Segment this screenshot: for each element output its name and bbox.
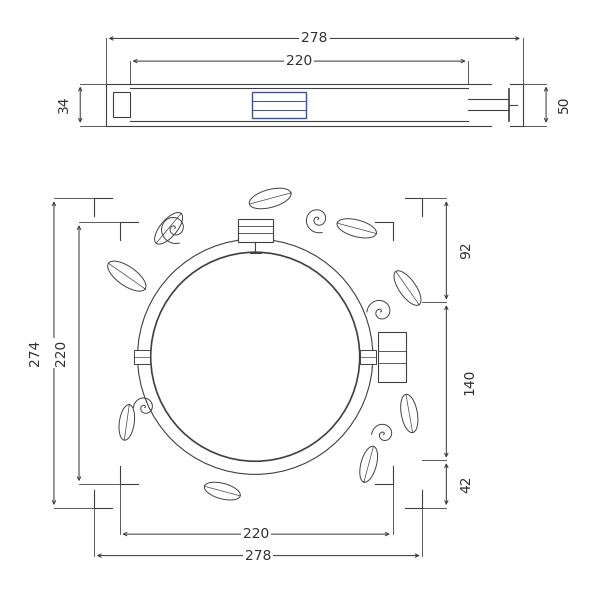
Bar xyxy=(113,92,130,117)
Bar xyxy=(377,332,406,382)
Bar xyxy=(134,350,151,364)
Text: 278: 278 xyxy=(245,548,271,563)
Bar xyxy=(252,92,306,118)
Text: 42: 42 xyxy=(459,475,473,493)
Text: 34: 34 xyxy=(57,96,71,113)
Text: 50: 50 xyxy=(557,96,571,113)
Text: 274: 274 xyxy=(28,340,42,366)
Text: 92: 92 xyxy=(459,242,473,259)
Text: 220: 220 xyxy=(54,340,68,366)
Text: 220: 220 xyxy=(243,527,269,541)
Text: 220: 220 xyxy=(286,54,312,68)
Text: 140: 140 xyxy=(462,368,476,395)
Text: 278: 278 xyxy=(301,31,328,46)
Bar xyxy=(360,350,376,364)
Bar xyxy=(238,220,272,242)
